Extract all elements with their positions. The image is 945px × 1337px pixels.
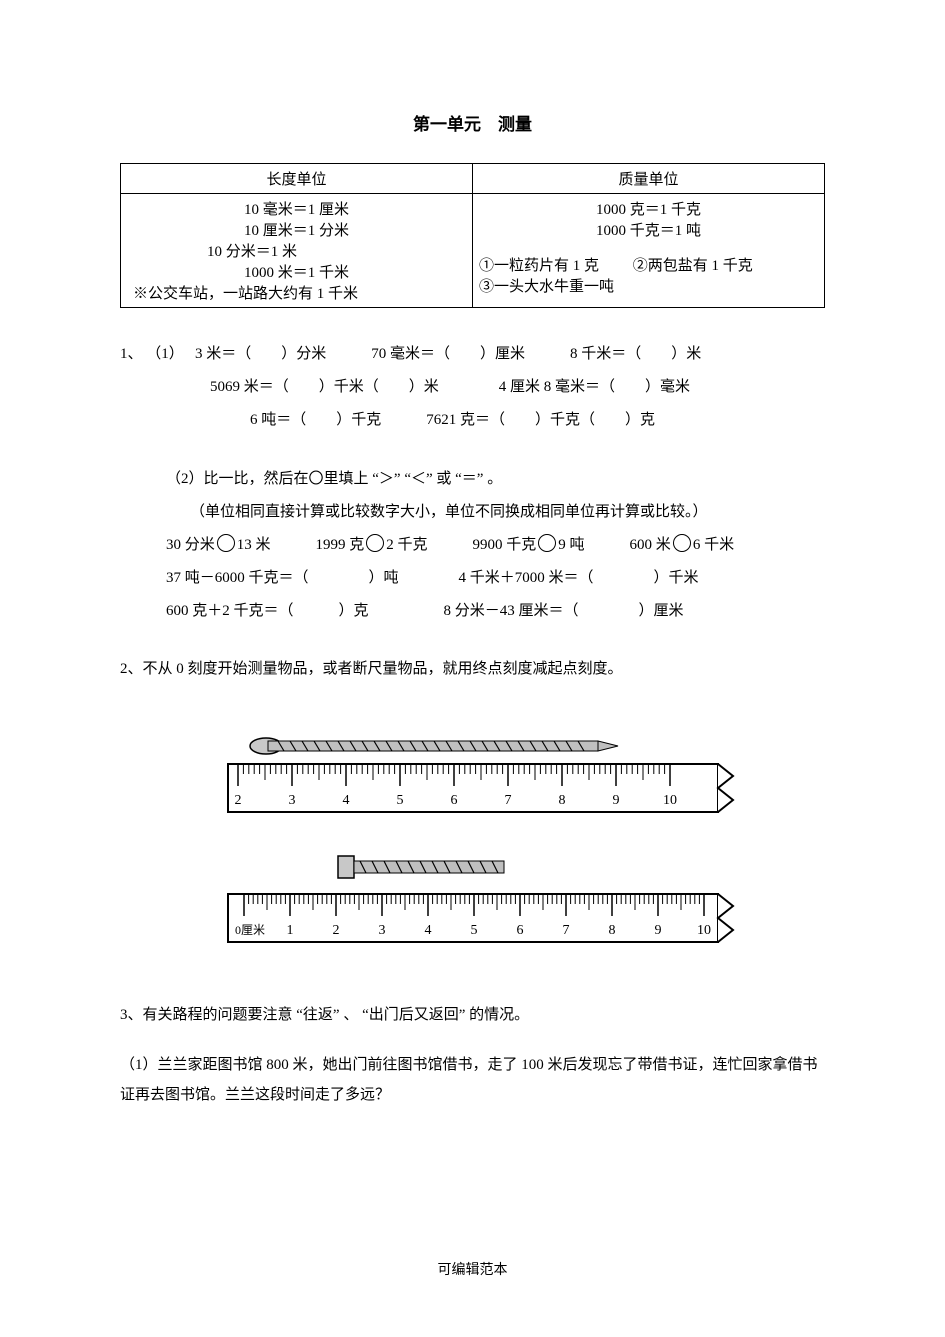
q1-p2-label: （2）比一比，然后在〇里填上 “＞” “＜” 或 “＝” 。 — [120, 463, 825, 496]
ruler-1: 2 3 4 5 6 7 8 9 10 — [228, 764, 733, 812]
table-header-length: 长度单位 — [121, 164, 473, 194]
q1-line5: 37 吨－6000 千克＝（ ）吨 4 千米＋7000 米＝（ ）千米 — [120, 562, 825, 595]
q1-line2: 5069 米＝（ ）千米（ ）米 4 厘米 8 毫米＝（ ）毫米 — [120, 371, 825, 404]
q3-text: 3、有关路程的问题要注意 “往返” 、 “出门后又返回” 的情况。 — [120, 1000, 825, 1030]
q1-line6: 600 克＋2 千克＝（ ）克 8 分米－43 厘米＝（ ）厘米 — [120, 595, 825, 628]
page-footer: 可编辑范本 — [0, 1259, 945, 1279]
mass-line: 1000 克＝1 千克 — [479, 198, 818, 219]
length-line: 1000 米＝1 千米 — [127, 261, 466, 282]
svg-text:9: 9 — [612, 793, 619, 808]
compare-circle[interactable] — [673, 534, 691, 552]
svg-text:2: 2 — [234, 793, 241, 808]
q3-sub1: （1）兰兰家距图书馆 800 米，她出门前往图书馆借书，走了 100 米后发现忘… — [120, 1050, 825, 1110]
cmp-b: 13 米 1999 克 — [237, 537, 365, 553]
q1-content-1: 3 米＝（ ）分米 70 毫米＝（ ）厘米 8 千米＝（ ）米 — [195, 346, 701, 362]
svg-text:9: 9 — [654, 923, 661, 938]
q1-line4: 30 分米 13 米 1999 克 2 千克 9900 千克 9 吨 600 米 6 千… — [120, 529, 825, 562]
ruler-svg: 2 3 4 5 6 7 8 9 10 0厘米 1 2 3 4 5 6 7 8 9 10 — [208, 724, 738, 974]
compare-circle[interactable] — [366, 534, 384, 552]
ruler-illustration: 2 3 4 5 6 7 8 9 10 0厘米 1 2 3 4 5 6 7 8 9 10 — [208, 724, 738, 974]
bolt-icon — [338, 856, 504, 878]
page-content: 第一单元 测量 长度单位 质量单位 10 毫米＝1 厘米 10 厘米＝1 分米 … — [0, 0, 945, 1150]
svg-text:4: 4 — [342, 793, 349, 808]
svg-text:5: 5 — [396, 793, 403, 808]
q1-number: 1、 — [120, 346, 143, 362]
length-line: 10 毫米＝1 厘米 — [127, 198, 466, 219]
mass-example-3: ③一头大水牛重一吨 — [479, 275, 818, 296]
q1-p1-label: （1） — [146, 346, 176, 362]
svg-text:8: 8 — [558, 793, 565, 808]
cmp-d: 9 吨 600 米 — [558, 537, 671, 553]
screw-icon — [250, 738, 618, 754]
mass-example-2: ②两包盐有 1 千克 — [633, 258, 753, 274]
svg-text:4: 4 — [424, 923, 431, 938]
q1-p2-hint: （单位相同直接计算或比较数字大小，单位不同换成相同单位再计算或比较。） — [120, 496, 825, 529]
svg-text:10: 10 — [697, 923, 711, 938]
svg-text:10: 10 — [663, 793, 677, 808]
length-line: 10 分米＝1 米 — [127, 240, 466, 261]
table-header-mass: 质量单位 — [473, 164, 825, 194]
svg-text:5: 5 — [470, 923, 477, 938]
svg-text:6: 6 — [516, 923, 523, 938]
length-line: 10 厘米＝1 分米 — [127, 219, 466, 240]
cmp-c: 2 千克 9900 千克 — [386, 537, 536, 553]
compare-circle[interactable] — [217, 534, 235, 552]
svg-text:3: 3 — [378, 923, 385, 938]
page-title: 第一单元 测量 — [120, 110, 825, 135]
length-note: ※公交车站，一站路大约有 1 千米 — [127, 282, 466, 303]
svg-text:1: 1 — [286, 923, 293, 938]
mass-line: 1000 千克＝1 吨 — [479, 219, 818, 240]
cmp-e: 6 千米 — [693, 537, 734, 553]
units-table: 长度单位 质量单位 10 毫米＝1 厘米 10 厘米＝1 分米 10 分米＝1 … — [120, 163, 825, 308]
svg-text:8: 8 — [608, 923, 615, 938]
compare-circle[interactable] — [538, 534, 556, 552]
mass-example: ①一粒药片有 1 克 ②两包盐有 1 千克 — [479, 254, 818, 275]
svg-text:7: 7 — [504, 793, 511, 808]
svg-text:3: 3 — [288, 793, 295, 808]
q1-line3: 6 吨＝（ ）千克 7621 克＝（ ）千克（ ）克 — [120, 404, 825, 437]
ruler-2: 0厘米 1 2 3 4 5 6 7 8 9 10 — [228, 894, 733, 942]
svg-text:0厘米: 0厘米 — [234, 923, 264, 937]
table-cell-mass: 1000 克＝1 千克 1000 千克＝1 吨 ①一粒药片有 1 克 ②两包盐有… — [473, 194, 825, 308]
mass-example-1: ①一粒药片有 1 克 — [479, 258, 599, 274]
q1-line1: 1、 （1） 3 米＝（ ）分米 70 毫米＝（ ）厘米 8 千米＝（ ）米 — [120, 338, 825, 371]
q2-text: 2、不从 0 刻度开始测量物品，或者断尺量物品，就用终点刻度减起点刻度。 — [120, 654, 825, 684]
svg-text:2: 2 — [332, 923, 339, 938]
table-cell-length: 10 毫米＝1 厘米 10 厘米＝1 分米 10 分米＝1 米 1000 米＝1… — [121, 194, 473, 308]
cmp-a: 30 分米 — [166, 537, 215, 553]
svg-text:7: 7 — [562, 923, 569, 938]
svg-text:6: 6 — [450, 793, 457, 808]
